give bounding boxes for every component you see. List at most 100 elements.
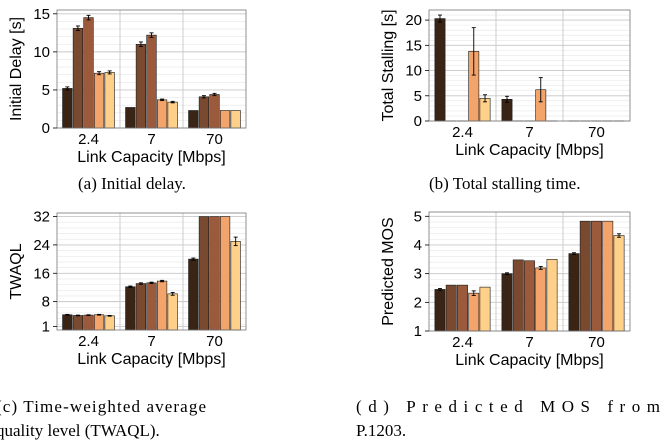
- bar: [62, 314, 73, 331]
- figure-caption-line-1: (d) Predicted MOS from: [356, 397, 660, 416]
- bar: [230, 241, 241, 331]
- bar: [457, 284, 468, 332]
- bar: [135, 283, 147, 331]
- bar: [501, 273, 513, 332]
- bar: [104, 315, 115, 331]
- x-tick-label: 2.4: [78, 333, 99, 350]
- bar: [188, 110, 199, 129]
- y-tick-label: 15: [33, 6, 50, 23]
- x-tick-label: 70: [588, 334, 605, 351]
- x-tick-label: 70: [206, 131, 223, 148]
- bar: [62, 88, 73, 129]
- y-tick-label: 0: [42, 120, 50, 137]
- bar: [125, 107, 136, 129]
- bar: [209, 94, 220, 129]
- y-tick-label: 20: [405, 12, 422, 29]
- bar: [198, 96, 210, 129]
- bar: [72, 27, 84, 129]
- y-tick-label: 32: [33, 209, 50, 226]
- bar: [479, 286, 491, 332]
- x-axis-label: Link Capacity [Mbps]: [77, 149, 226, 166]
- y-axis-label: Total Stalling [s]: [380, 9, 397, 121]
- x-axis-label: Link Capacity [Mbps]: [455, 352, 604, 369]
- y-tick-label: 5: [414, 208, 422, 225]
- y-tick-label: 10: [33, 44, 50, 61]
- bar: [524, 260, 535, 332]
- bar: [568, 253, 580, 332]
- bar: [104, 72, 115, 129]
- x-tick-label: 70: [588, 124, 605, 141]
- bar: [219, 216, 231, 331]
- x-tick-label: 7: [147, 333, 155, 350]
- bar: [167, 293, 178, 331]
- bar: [613, 235, 625, 332]
- x-tick-label: 70: [206, 333, 223, 350]
- bar: [579, 220, 591, 332]
- y-tick-label: 24: [33, 237, 50, 254]
- x-tick-label: 2.4: [78, 131, 99, 148]
- x-tick-label: 7: [525, 334, 533, 351]
- y-axis-label: TWAQL: [8, 243, 25, 299]
- plot-frame: [56, 212, 247, 331]
- bar: [156, 99, 168, 129]
- bar: [93, 314, 105, 331]
- figure-caption-line-2: quality level (TWAQL).: [0, 421, 160, 440]
- y-tick-label: 3: [414, 266, 422, 283]
- bar: [83, 17, 94, 129]
- figure-caption-line-1: (c) Time-weighted average: [0, 397, 206, 416]
- y-tick-label: 1: [414, 323, 422, 340]
- bar: [512, 259, 524, 332]
- bar: [468, 292, 480, 332]
- figure-caption: (b) Total stalling time.: [429, 174, 580, 193]
- bar: [591, 220, 602, 332]
- chart-panel-c: 2.4 7 70 1 8 16 24 32 Link Capacity [Mbps] TWAQL (…: [0, 209, 247, 440]
- y-tick-label: 1: [42, 318, 50, 335]
- y-axis-label: Initial Delay [s]: [8, 17, 25, 121]
- y-tick-label: 16: [33, 265, 50, 282]
- plot-frame: [428, 211, 631, 332]
- y-axis-label: Predicted MOS: [380, 217, 397, 325]
- chart-panel-a: 2.4 7 70 0 5 10 15 Link Capacity [Mbps] Initial …: [8, 6, 247, 193]
- chart-panel-b: 2.4 7 70 0 5 10 15 20 Link Capacity [Mbps] Total …: [380, 9, 631, 193]
- y-tick-label: 10: [405, 63, 422, 80]
- figure-caption: (a) Initial delay.: [78, 174, 186, 193]
- bar: [434, 289, 446, 332]
- bar: [198, 216, 210, 331]
- bar: [125, 286, 136, 331]
- bar: [83, 314, 94, 331]
- figure-caption-line-2: P.1203.: [356, 421, 406, 440]
- plot-frame: [428, 9, 631, 122]
- bar: [209, 216, 220, 331]
- bar: [230, 110, 241, 129]
- bar: [546, 259, 558, 332]
- x-tick-label: 7: [147, 131, 155, 148]
- chart-panel-d: 2.4 7 70 1 2 3 4 5 Link Capacity [Mbps] Predicted…: [356, 208, 660, 440]
- x-tick-label: 2.4: [452, 334, 473, 351]
- bar: [602, 220, 614, 332]
- y-tick-label: 2: [414, 294, 422, 311]
- x-axis-label: Link Capacity [Mbps]: [455, 142, 604, 159]
- x-axis-label: Link Capacity [Mbps]: [77, 351, 226, 368]
- bar: [188, 258, 199, 331]
- y-tick-label: 5: [414, 88, 422, 105]
- y-tick-label: 15: [405, 37, 422, 54]
- bar: [219, 110, 231, 129]
- y-tick-label: 4: [414, 237, 422, 254]
- bar: [93, 72, 105, 129]
- y-tick-label: 0: [414, 113, 422, 130]
- x-tick-label: 2.4: [452, 124, 473, 141]
- bar: [445, 284, 457, 332]
- bar: [167, 101, 178, 129]
- bar: [146, 34, 157, 129]
- bar: [72, 315, 84, 331]
- bar: [156, 280, 168, 331]
- bar: [135, 43, 147, 129]
- bar: [535, 267, 547, 332]
- x-tick-label: 7: [525, 124, 533, 141]
- bar: [146, 282, 157, 331]
- y-tick-label: 5: [42, 82, 50, 99]
- plot-frame: [56, 9, 247, 129]
- y-tick-label: 8: [42, 294, 50, 311]
- bar: [434, 18, 446, 122]
